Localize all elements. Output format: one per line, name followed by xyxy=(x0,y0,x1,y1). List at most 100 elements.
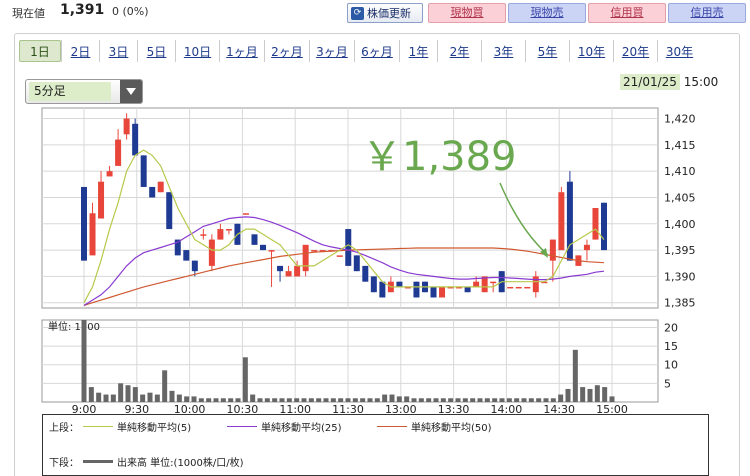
volume-bar xyxy=(257,398,263,402)
volume-bar xyxy=(609,396,615,402)
tab-period[interactable]: 3年 xyxy=(481,40,525,62)
candle-body xyxy=(81,186,87,261)
margin-sell-button[interactable]: 信用売 xyxy=(668,3,746,23)
sma5-line xyxy=(83,149,605,303)
volume-bar xyxy=(602,387,608,402)
volume-bar xyxy=(389,394,395,402)
candle-body xyxy=(294,265,301,277)
candle-body xyxy=(319,250,326,252)
tab-period[interactable]: 5日 xyxy=(137,40,175,62)
volume-bar xyxy=(184,396,190,402)
volume-tick-label: 15 xyxy=(664,340,678,353)
legend-upper-row: 上段： 単純移動平均(5) 単純移動平均(25) 単純移動平均(50) xyxy=(49,419,699,434)
price-plot-frame xyxy=(41,107,659,309)
price-tick-label: 1,400 xyxy=(664,218,696,231)
volume-tick-label: 10 xyxy=(664,359,678,372)
price-tick-label: 1,390 xyxy=(664,270,696,283)
volume-bar xyxy=(96,392,102,402)
tab-period[interactable]: 2ヶ月 xyxy=(264,40,309,62)
tab-period[interactable]: 3日 xyxy=(99,40,137,62)
volume-bar xyxy=(323,398,329,402)
sma50-line xyxy=(83,247,605,306)
candle-body xyxy=(217,229,224,240)
candle-body xyxy=(439,286,446,298)
volume-bar xyxy=(587,388,593,402)
candle-body xyxy=(524,286,531,289)
refresh-quote-button[interactable]: ⟳ 株価更新 xyxy=(347,3,423,23)
tab-period[interactable]: 1ヶ月 xyxy=(219,40,264,62)
tab-period[interactable]: 3ヶ月 xyxy=(309,40,354,62)
cash-sell-button[interactable]: 現物売 xyxy=(508,3,586,23)
time-tick-label: 14:30 xyxy=(543,403,575,416)
volume-bar xyxy=(528,398,534,402)
candle-body xyxy=(123,118,130,135)
candle-body xyxy=(277,265,284,272)
interval-select[interactable]: 5分足 xyxy=(25,79,143,104)
volume-bar xyxy=(382,394,388,402)
candle-body xyxy=(473,281,480,287)
tab-period[interactable]: 20年 xyxy=(613,40,657,62)
price-tick-label: 1,420 xyxy=(664,113,696,126)
time-tick-label: 9:30 xyxy=(124,403,149,416)
candle-body xyxy=(464,286,471,293)
volume-bar xyxy=(499,398,505,402)
tab-period[interactable]: 2日 xyxy=(61,40,99,62)
candle-body xyxy=(225,229,232,231)
volume-bar xyxy=(294,398,300,402)
time-tick-label: 9:00 xyxy=(72,403,97,416)
candle-body xyxy=(98,181,105,219)
candle-body xyxy=(149,186,156,198)
legend-lower-row: 下段： 出来高 単位:(1000株/口/枚) xyxy=(49,454,699,469)
volume-bar xyxy=(250,394,256,402)
tab-period[interactable]: 1日 xyxy=(19,40,61,62)
price-tick-label: 1,405 xyxy=(664,191,696,204)
candle-body xyxy=(311,250,318,252)
volume-bar xyxy=(514,398,520,402)
legend-sma5-label: 単純移動平均(5) xyxy=(117,422,192,434)
candle-body xyxy=(191,260,198,272)
legend-sma25-label: 単純移動平均(25) xyxy=(261,422,342,434)
volume-bar xyxy=(308,398,314,402)
margin-buy-button[interactable]: 信用買 xyxy=(588,3,666,23)
tab-period[interactable]: 5年 xyxy=(525,40,569,62)
candle-body xyxy=(404,286,411,289)
volume-bar xyxy=(470,398,476,402)
volume-bar xyxy=(338,398,344,402)
volume-bar xyxy=(264,398,270,402)
candle-body xyxy=(515,286,522,289)
candle-body xyxy=(481,276,488,293)
volume-bar xyxy=(550,398,556,402)
candle-body xyxy=(285,271,292,277)
volume-bar xyxy=(462,398,468,402)
tab-period[interactable]: 6ヶ月 xyxy=(354,40,399,62)
candle-body xyxy=(379,281,386,298)
volume-bar xyxy=(426,398,432,402)
legend-lower-label: 下段： xyxy=(49,457,79,469)
volume-bar xyxy=(81,320,87,402)
chart-legend: 上段： 単純移動平均(5) 単純移動平均(25) 単純移動平均(50) 下段： … xyxy=(42,414,709,476)
tab-period[interactable]: 30年 xyxy=(657,40,701,62)
price-tick-label: 1,415 xyxy=(664,139,696,152)
time-tick-label: 10:00 xyxy=(174,403,206,416)
tab-period[interactable]: 1年 xyxy=(399,40,437,62)
legend-volume-label: 出来高 単位:(1000株/口/枚) xyxy=(117,457,244,469)
refresh-icon: ⟳ xyxy=(351,6,364,20)
price-tick-label: 1,385 xyxy=(664,297,696,310)
tab-period[interactable]: 2年 xyxy=(437,40,481,62)
tab-period[interactable]: 10年 xyxy=(569,40,613,62)
volume-bar xyxy=(572,349,578,402)
legend-sma50: 単純移動平均(50) xyxy=(377,419,492,434)
time-tick-label: 13:00 xyxy=(385,403,417,416)
cash-buy-button[interactable]: 現物買 xyxy=(428,3,506,23)
tab-period[interactable]: 10日 xyxy=(175,40,219,62)
candle-body xyxy=(345,229,352,266)
volume-bar xyxy=(220,398,226,402)
volume-bar xyxy=(506,398,512,402)
volume-bar xyxy=(169,390,175,402)
volume-bar xyxy=(418,398,424,402)
volume-bar xyxy=(477,398,483,402)
legend-volume-line xyxy=(83,459,113,463)
legend-upper-label: 上段： xyxy=(49,422,79,434)
volume-bar xyxy=(492,398,498,402)
volume-bar xyxy=(367,398,373,402)
